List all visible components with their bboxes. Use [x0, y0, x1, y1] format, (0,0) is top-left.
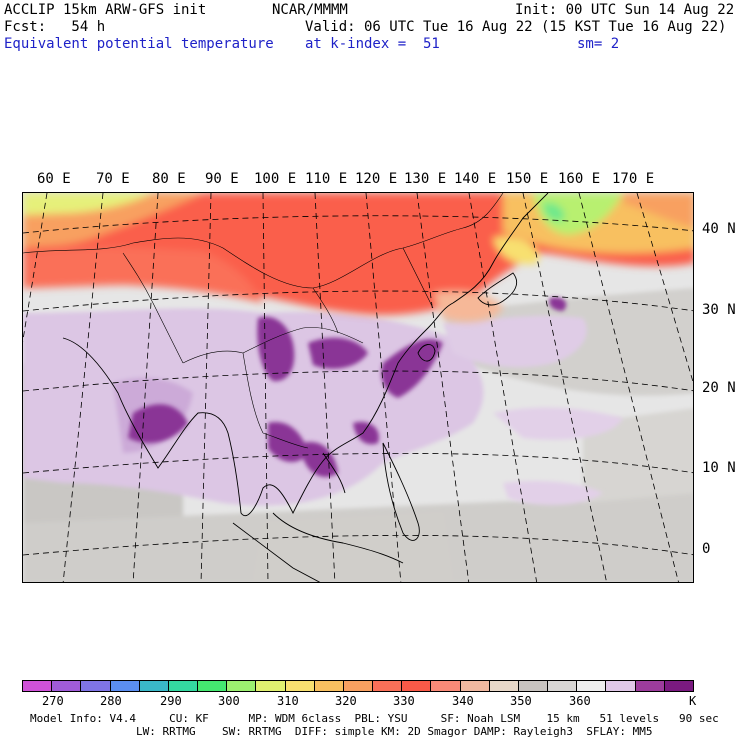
colorbar-cell: [168, 681, 199, 691]
colorbar-cell: [198, 681, 228, 691]
colorbar-cell: [373, 681, 403, 691]
lon-label: 140 E: [454, 171, 497, 187]
colorbar-cell: [577, 681, 607, 691]
graticule: [23, 193, 693, 582]
colorbar-cell: [227, 681, 257, 691]
lon-label: 100 E: [254, 171, 297, 187]
colorbar-cell: [110, 681, 140, 691]
model-info-line2: LW: RRTMG SW: RRTMG DIFF: simple KM: 2D …: [30, 725, 653, 738]
colorbar-cell: [52, 681, 82, 691]
lat-label: 0: [702, 541, 711, 557]
colorbar: [22, 680, 694, 692]
lon-label: 80 E: [152, 171, 186, 187]
colorbar-cell: [139, 681, 169, 691]
level-label: at k-index = 51: [305, 36, 440, 52]
lon-label: 160 E: [558, 171, 601, 187]
lat-label: 10 N: [702, 460, 736, 476]
model-title: ACCLIP 15km ARW-GFS init: [4, 2, 207, 18]
map-canvas: [23, 193, 693, 582]
colorbar-tick: 290: [160, 694, 182, 708]
colorbar-cell: [460, 681, 490, 691]
colorbar-tick: 310: [277, 694, 299, 708]
colorbar-cell: [635, 681, 665, 691]
lon-label: 60 E: [37, 171, 71, 187]
colorbar-cell: [285, 681, 315, 691]
init-time: Init: 00 UTC Sun 14 Aug 22: [515, 2, 735, 18]
colorbar-cell: [343, 681, 374, 691]
lon-label: 150 E: [506, 171, 549, 187]
colorbar-tick: 330: [393, 694, 415, 708]
colorbar-cell: [606, 681, 636, 691]
center-label: NCAR/MMMM: [272, 2, 348, 18]
lon-label: 120 E: [355, 171, 398, 187]
lon-label: 170 E: [612, 171, 655, 187]
colorbar-cell: [314, 681, 344, 691]
forecast-hour: Fcst: 54 h: [4, 19, 106, 35]
colorbar-tick: 360: [569, 694, 591, 708]
field-name: Equivalent potential temperature: [4, 36, 274, 52]
colorbar-tick: 280: [100, 694, 122, 708]
lon-label: 90 E: [205, 171, 239, 187]
colorbar-tick: 320: [335, 694, 357, 708]
warm-field: [23, 193, 693, 322]
lat-label: 20 N: [702, 380, 736, 396]
colorbar-cell: [431, 681, 461, 691]
colorbar-cell: [489, 681, 519, 691]
valid-time: Valid: 06 UTC Tue 16 Aug 22 (15 KST Tue …: [305, 19, 727, 35]
model-info-line1: Model Info: V4.4 CU: KF MP: WDM 6class P…: [30, 712, 719, 725]
theta-e-map: [22, 192, 694, 583]
coastlines: [62, 193, 549, 582]
lat-label: 30 N: [702, 302, 736, 318]
lon-label: 110 E: [305, 171, 348, 187]
colorbar-cell: [81, 681, 111, 691]
smoothing-label: sm= 2: [577, 36, 620, 52]
colorbar-cell: [23, 681, 53, 691]
colorbar-cell: [664, 681, 693, 691]
colorbar-tick: 270: [42, 694, 64, 708]
colorbar-cell: [518, 681, 549, 691]
lavender-field: [23, 308, 623, 506]
lon-label: 130 E: [404, 171, 447, 187]
colorbar-tick: 350: [510, 694, 532, 708]
colorbar-cell: [402, 681, 432, 691]
colorbar-cell: [548, 681, 578, 691]
lon-label: 70 E: [96, 171, 130, 187]
colorbar-tick: 340: [452, 694, 474, 708]
lat-label: 40 N: [702, 221, 736, 237]
country-borders: [23, 193, 504, 449]
colorbar-unit: K: [689, 694, 697, 708]
colorbar-tick: 300: [218, 694, 240, 708]
colorbar-cell: [256, 681, 286, 691]
